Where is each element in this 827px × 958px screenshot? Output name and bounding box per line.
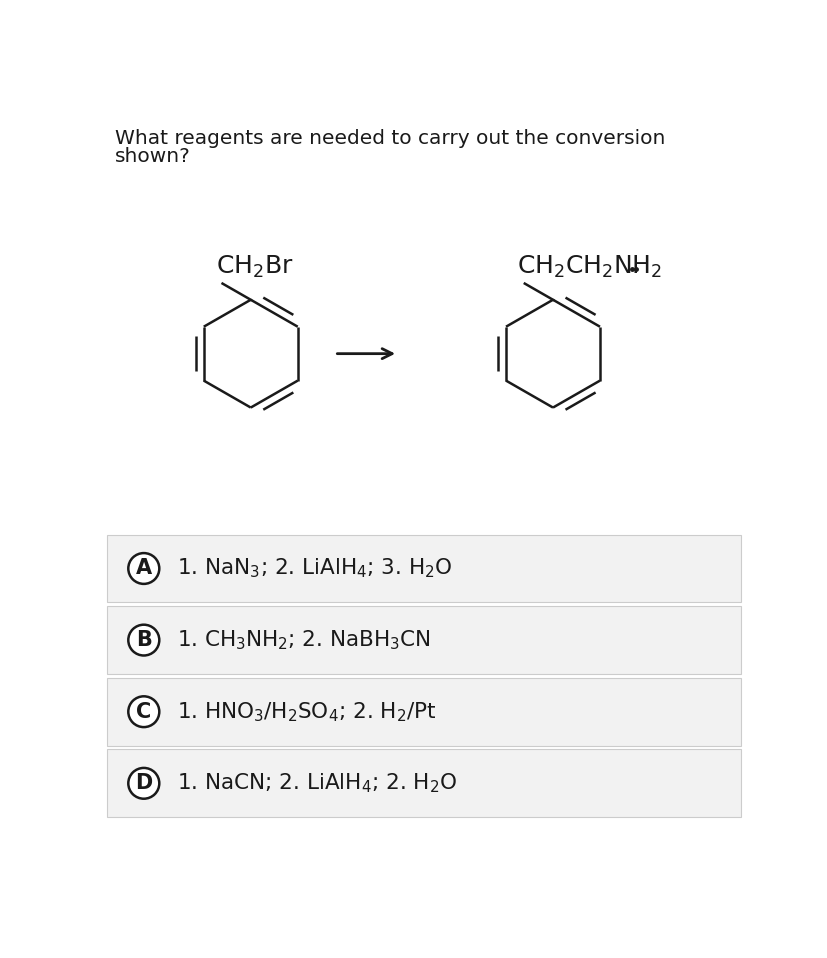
Circle shape xyxy=(128,553,159,583)
Text: A: A xyxy=(136,559,151,579)
Text: B: B xyxy=(136,630,151,650)
Text: 1. HNO$_3$/H$_2$SO$_4$; 2. H$_2$/Pt: 1. HNO$_3$/H$_2$SO$_4$; 2. H$_2$/Pt xyxy=(177,700,436,723)
Text: shown?: shown? xyxy=(115,148,191,167)
Circle shape xyxy=(128,768,159,799)
Text: CH$_2$Br: CH$_2$Br xyxy=(216,254,294,280)
Bar xyxy=(108,749,740,817)
Bar xyxy=(108,606,740,674)
Text: 1. NaCN; 2. LiAlH$_4$; 2. H$_2$O: 1. NaCN; 2. LiAlH$_4$; 2. H$_2$O xyxy=(177,771,457,795)
Text: CH$_2$CH$_2$NH$_2$: CH$_2$CH$_2$NH$_2$ xyxy=(516,254,661,280)
Text: What reagents are needed to carry out the conversion: What reagents are needed to carry out th… xyxy=(115,128,665,148)
Bar xyxy=(108,535,740,603)
Text: D: D xyxy=(135,773,152,793)
Circle shape xyxy=(128,696,159,727)
Bar xyxy=(108,678,740,745)
Text: 1. NaN$_3$; 2. LiAlH$_4$; 3. H$_2$O: 1. NaN$_3$; 2. LiAlH$_4$; 3. H$_2$O xyxy=(177,557,452,581)
Circle shape xyxy=(128,625,159,655)
Text: C: C xyxy=(136,701,151,721)
Text: 1. CH$_3$NH$_2$; 2. NaBH$_3$CN: 1. CH$_3$NH$_2$; 2. NaBH$_3$CN xyxy=(177,628,430,651)
